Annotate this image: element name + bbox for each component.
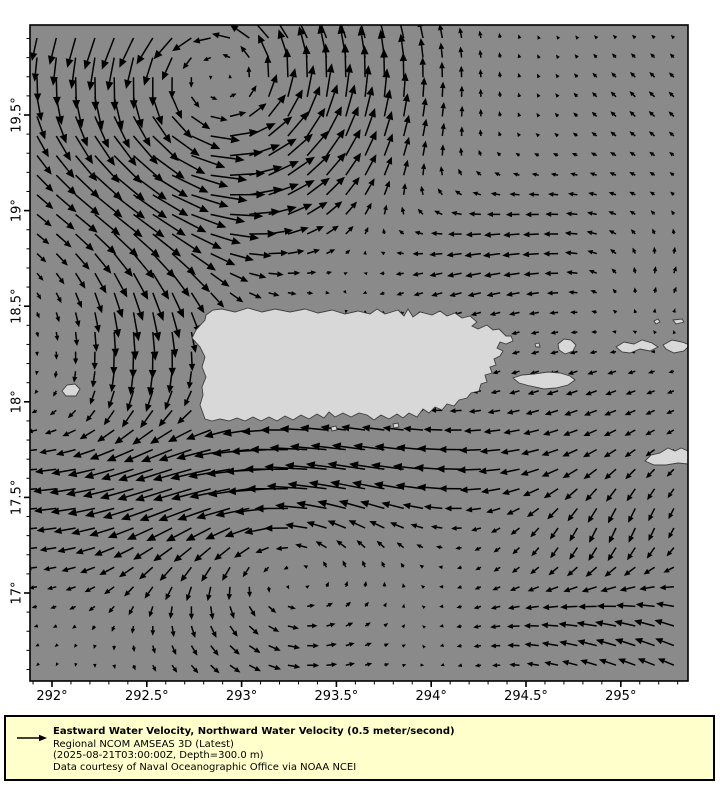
island-islet-south-2 bbox=[392, 422, 400, 429]
y-tick-label: 17° bbox=[10, 581, 25, 604]
island-vieques bbox=[512, 371, 576, 390]
x-tick-label: 294.5° bbox=[504, 689, 548, 704]
axis-labels-layer: 292° 292.5° 293° 293.5° 294° 294.5° 295° 19.5° 1… bbox=[10, 97, 637, 704]
flow-arrows-layer bbox=[30, 25, 677, 674]
island-puerto-rico bbox=[191, 307, 514, 422]
legend-box: Eastward Water Velocity, Northward Water… bbox=[4, 715, 715, 781]
island-mona-island bbox=[61, 383, 81, 397]
axis-ticks-layer bbox=[24, 38, 679, 687]
plot-frame bbox=[29, 24, 689, 682]
y-tick-label: 18° bbox=[10, 390, 25, 413]
y-tick-label: 19.5° bbox=[10, 97, 25, 132]
x-tick-label: 292° bbox=[36, 689, 67, 704]
legend-title: Eastward Water Velocity, Northward Water… bbox=[53, 726, 455, 737]
y-tick-label: 18.5° bbox=[10, 288, 25, 323]
island-islet-north-2 bbox=[672, 318, 685, 325]
island-islet-east-passage bbox=[534, 342, 541, 348]
x-tick-label: 293.5° bbox=[315, 689, 359, 704]
flow-arrow-shafts bbox=[30, 25, 676, 670]
legend-credit-line: Data courtesy of Naval Oceanographic Off… bbox=[53, 761, 357, 773]
reference-velocity-arrow-icon bbox=[17, 733, 47, 743]
x-tick-label: 292.5° bbox=[125, 689, 169, 704]
x-tick-label: 293° bbox=[226, 689, 257, 704]
y-tick-label: 19° bbox=[10, 199, 25, 222]
island-culebra bbox=[557, 338, 577, 355]
islands-layer bbox=[61, 307, 688, 466]
x-tick-label: 294° bbox=[416, 689, 447, 704]
island-tortola-virgin-gorda bbox=[662, 339, 688, 354]
plot-area bbox=[29, 24, 689, 682]
island-islet-caja-de-muertos bbox=[330, 425, 338, 432]
island-st-croix bbox=[644, 447, 688, 466]
y-tick-label: 17.5° bbox=[10, 480, 25, 515]
x-tick-label: 295° bbox=[605, 689, 636, 704]
island-st-thomas bbox=[615, 339, 659, 354]
island-islet-north-1 bbox=[653, 318, 661, 325]
legend-dataset-line: Regional NCOM AMSEAS 3D (Latest) bbox=[53, 738, 234, 750]
legend-time-depth-line: (2025-08-21T03:00:00Z, Depth=300.0 m) bbox=[53, 750, 264, 762]
